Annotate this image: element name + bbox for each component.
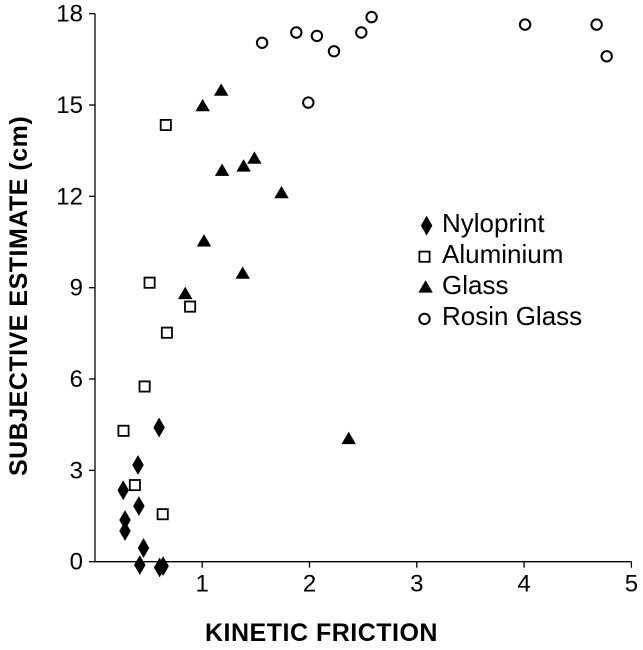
svg-text:3: 3 xyxy=(410,571,423,598)
svg-text:9: 9 xyxy=(70,275,83,302)
svg-text:5: 5 xyxy=(625,571,638,598)
svg-text:18: 18 xyxy=(56,1,83,28)
svg-text:12: 12 xyxy=(56,183,83,210)
svg-text:1: 1 xyxy=(196,571,209,598)
svg-text:6: 6 xyxy=(70,366,83,393)
svg-text:2: 2 xyxy=(303,571,316,598)
svg-text:4: 4 xyxy=(517,571,530,598)
svg-text:0: 0 xyxy=(70,549,83,576)
svg-text:3: 3 xyxy=(70,457,83,484)
svg-text:15: 15 xyxy=(56,92,83,119)
